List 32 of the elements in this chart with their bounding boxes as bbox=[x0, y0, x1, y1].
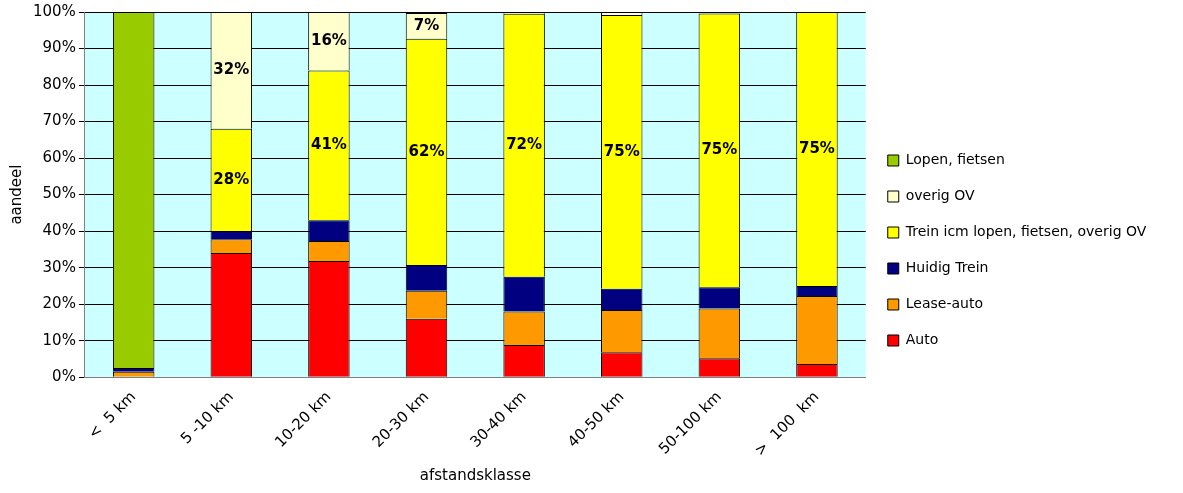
legend-label: Lopen, fietsen bbox=[905, 151, 1005, 168]
data-label: 75% bbox=[701, 140, 738, 159]
x-axis-title: afstandsklasse bbox=[419, 465, 531, 484]
y-tick-label: 50% bbox=[42, 184, 76, 203]
legend-label: overig OV bbox=[905, 187, 975, 204]
x-tick-label: 5 -10 km bbox=[176, 387, 237, 448]
data-label: 41% bbox=[310, 135, 347, 154]
y-tick-label: 90% bbox=[42, 38, 76, 57]
data-label: 16% bbox=[310, 31, 347, 50]
x-tick-label: > 100 km bbox=[750, 387, 823, 460]
data-label: 75% bbox=[798, 138, 835, 157]
legend-label: Huidig Trein bbox=[905, 259, 989, 276]
data-label: 62% bbox=[408, 141, 445, 160]
y-tick-label: 60% bbox=[42, 147, 76, 166]
x-tick-label: < 5 km bbox=[84, 387, 140, 443]
y-tick-label: 100% bbox=[32, 1, 76, 20]
data-label: 7% bbox=[413, 15, 440, 34]
legend-label: Auto bbox=[905, 331, 939, 348]
y-tick-label: 80% bbox=[42, 74, 76, 93]
legend-label: Lease-auto bbox=[905, 295, 983, 312]
y-tick-label: 70% bbox=[42, 111, 76, 130]
y-axis-title: aandeel bbox=[6, 164, 25, 225]
data-label: 72% bbox=[506, 135, 543, 154]
y-tick-label: 30% bbox=[42, 257, 76, 276]
y-tick-label: 40% bbox=[42, 221, 76, 239]
data-label: 32% bbox=[213, 60, 250, 79]
y-tick-label: 10% bbox=[42, 330, 76, 349]
y-tick-label: 0% bbox=[52, 367, 76, 386]
data-label: 75% bbox=[603, 141, 640, 160]
y-tick-label: 20% bbox=[42, 294, 76, 313]
legend-label: Trein icm lopen, fietsen, overig OV bbox=[904, 223, 1147, 240]
data-label: 28% bbox=[213, 169, 250, 188]
